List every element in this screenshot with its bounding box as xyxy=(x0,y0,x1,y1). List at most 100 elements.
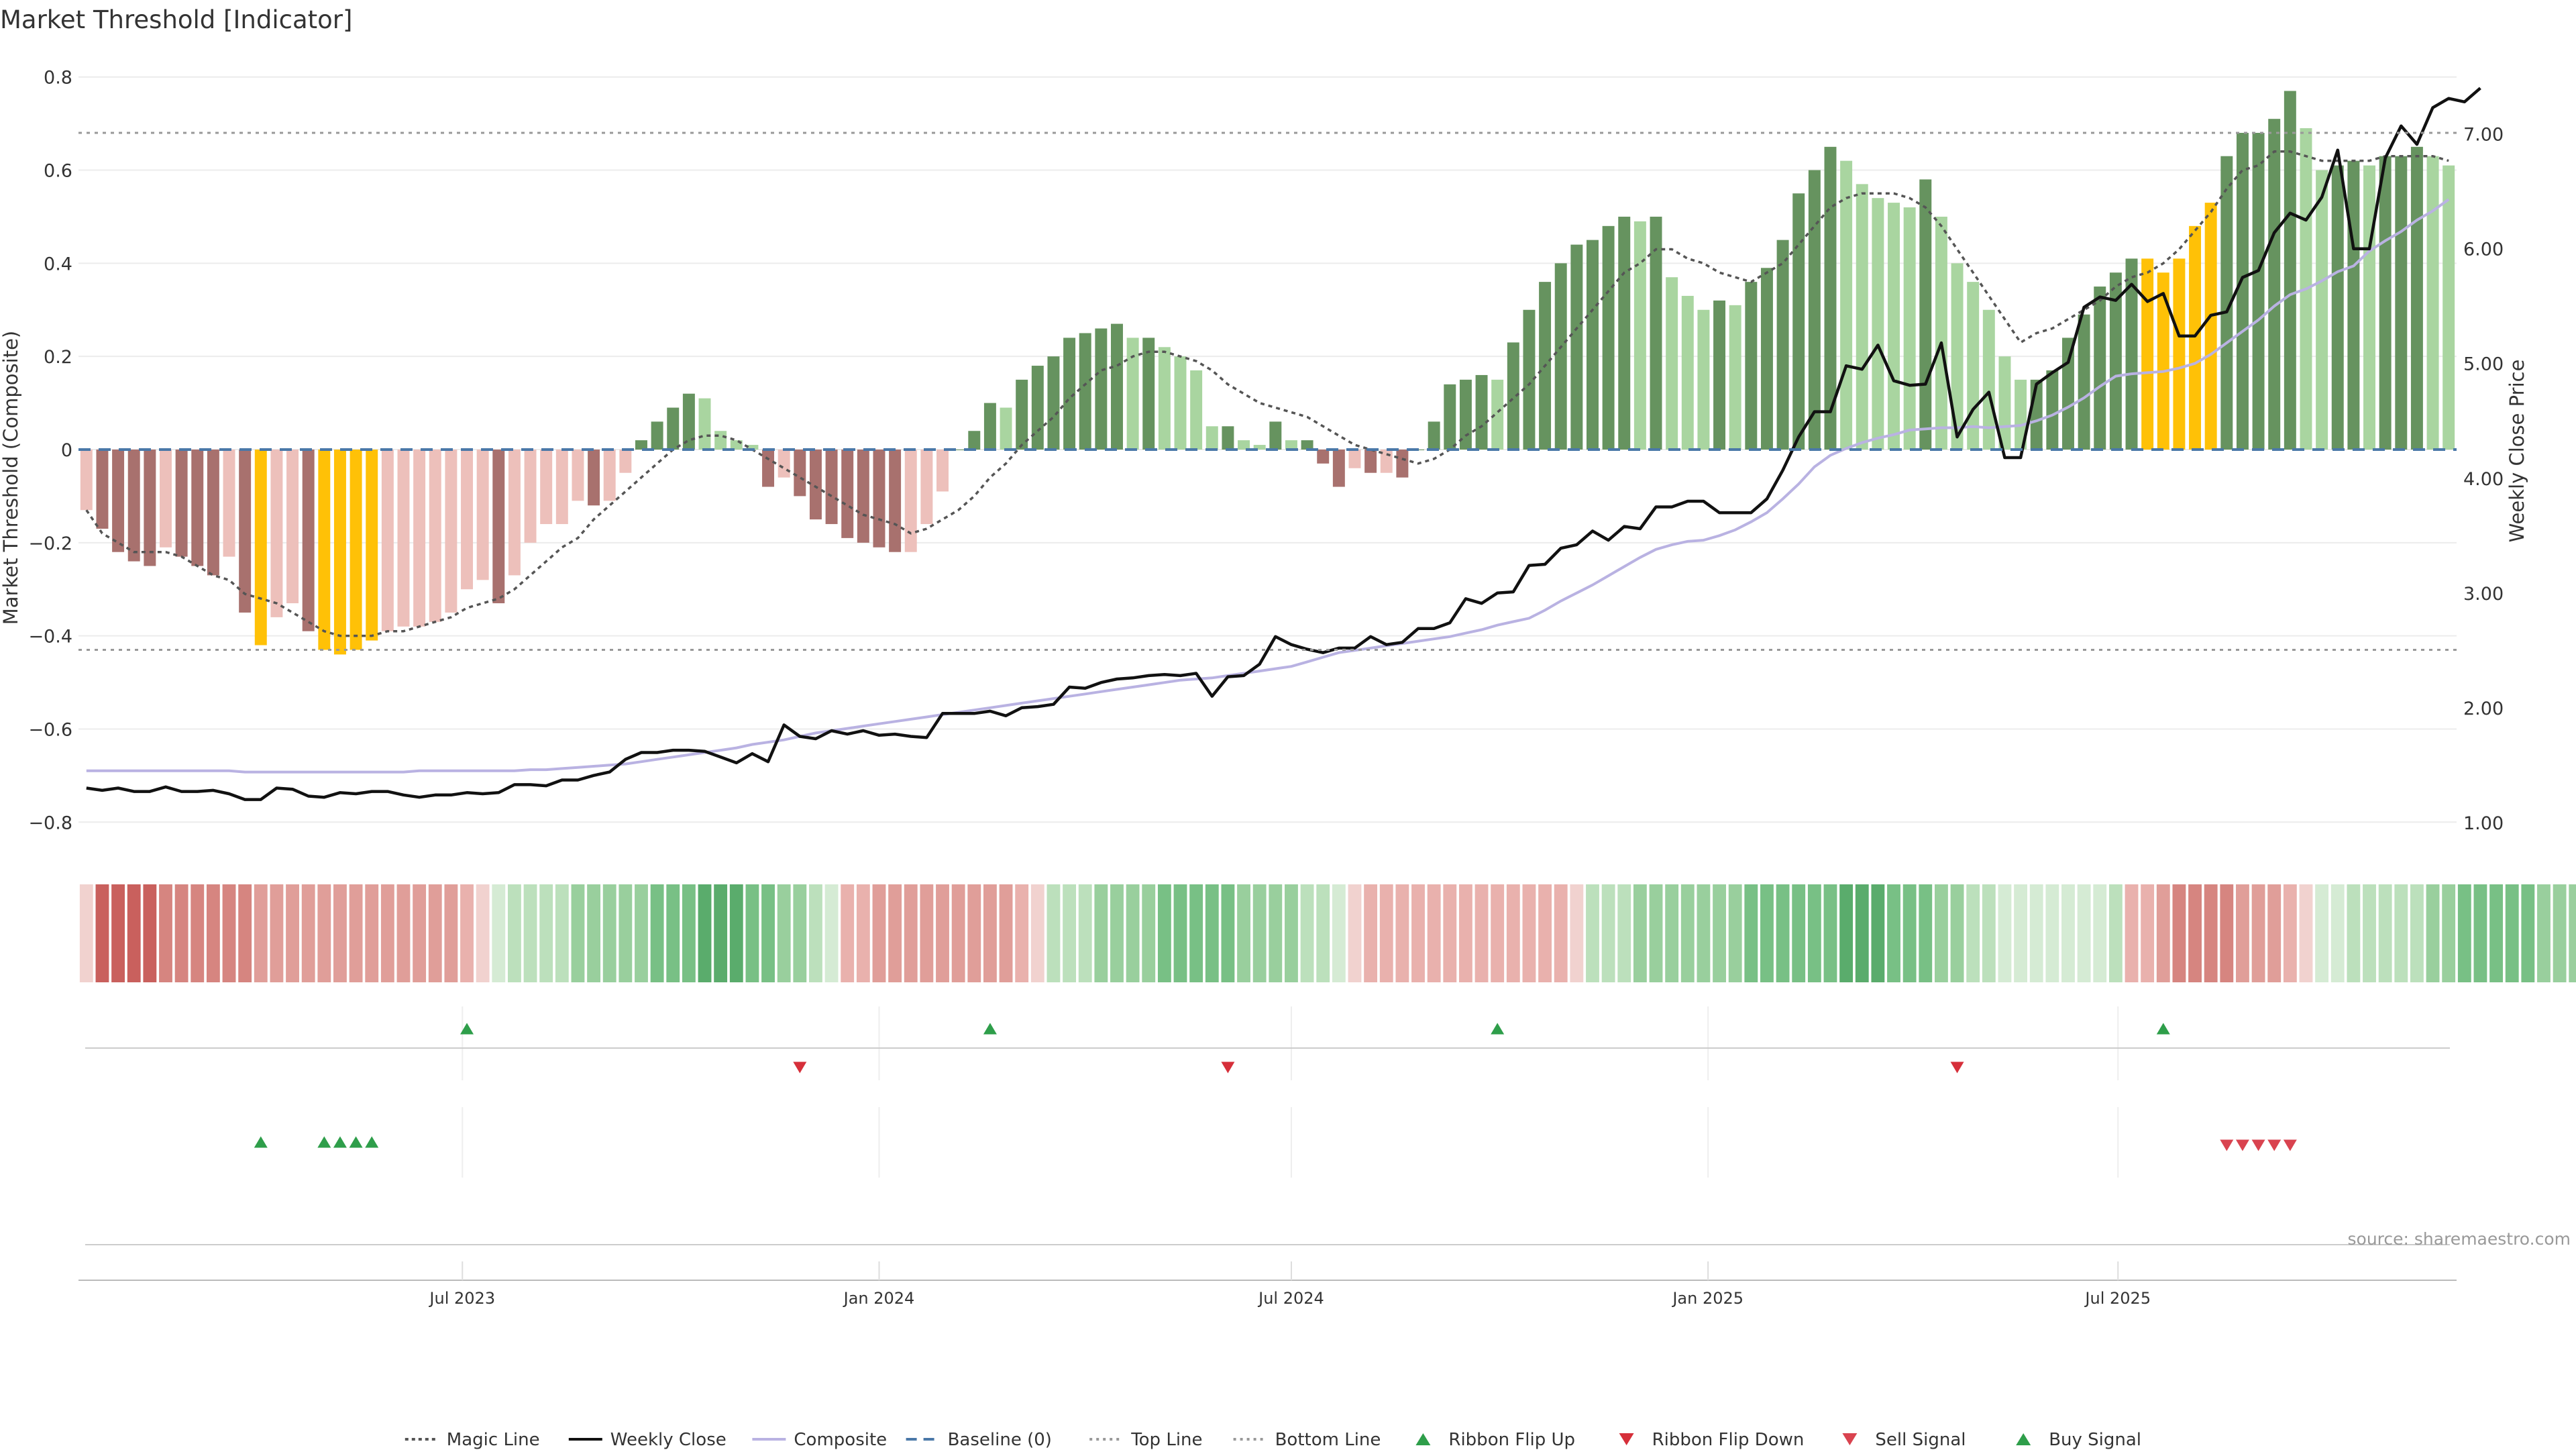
ribbon-cell xyxy=(587,884,601,982)
ribbon-cell xyxy=(1316,884,1330,982)
bar xyxy=(2426,156,2439,450)
ribbon-cell xyxy=(2553,884,2567,982)
ribbon-cell xyxy=(333,884,347,982)
bar xyxy=(476,450,489,580)
ribbon-cell xyxy=(1205,884,1219,982)
bar xyxy=(714,431,727,450)
bar xyxy=(2062,338,2074,450)
ribbon-cell xyxy=(650,884,664,982)
bar xyxy=(492,450,505,604)
ribbon-cell xyxy=(1142,884,1156,982)
ribbon-cell xyxy=(1157,884,1171,982)
bar xyxy=(2316,170,2328,450)
ribbon-cell xyxy=(254,884,268,982)
ribbon-cell xyxy=(2394,884,2408,982)
bar xyxy=(318,450,331,650)
ribbon-cell xyxy=(1665,884,1679,982)
legend-item: Buy Signal xyxy=(2016,1430,2141,1450)
bar xyxy=(1238,440,1250,450)
ribbon-cell xyxy=(2251,884,2265,982)
y-tick-label-left: 0.6 xyxy=(44,161,72,182)
ribbon-cell xyxy=(1728,884,1742,982)
bar-series xyxy=(80,91,2455,655)
x-tick-label: Jan 2024 xyxy=(843,1289,915,1308)
ribbon-cell xyxy=(666,884,680,982)
bar xyxy=(1903,207,1916,450)
ribbon-cell xyxy=(1871,884,1885,982)
ribbon-cell xyxy=(1586,884,1599,982)
bar xyxy=(1142,338,1155,450)
bar xyxy=(1126,338,1139,450)
ribbon-cell xyxy=(1269,884,1283,982)
y-tick-label-right: 7.00 xyxy=(2463,125,2504,146)
ribbon-cell xyxy=(841,884,855,982)
ribbon-cell xyxy=(2125,884,2139,982)
x-tick-label: Jan 2025 xyxy=(1671,1289,1743,1308)
ribbon-cell xyxy=(1998,884,2012,982)
bar xyxy=(1063,338,1076,450)
bar xyxy=(1776,240,1789,450)
bar xyxy=(2015,379,2027,450)
ribbon-cell xyxy=(2029,884,2043,982)
line-series xyxy=(85,87,2481,801)
bar xyxy=(302,450,315,631)
ribbon-cell xyxy=(523,884,537,982)
ribbon-cell xyxy=(1285,884,1298,982)
ribbon-cell xyxy=(2410,884,2424,982)
ribbon-cell xyxy=(301,884,315,982)
bar xyxy=(1982,309,1995,450)
ribbon-cell xyxy=(444,884,458,982)
bar xyxy=(983,403,996,450)
ribbon-cell xyxy=(349,884,363,982)
ribbon-cell xyxy=(1760,884,1774,982)
ribbon-cell xyxy=(1189,884,1203,982)
bar xyxy=(2094,287,2106,450)
ribbon-cell xyxy=(1395,884,1409,982)
ribbon-cell xyxy=(1443,884,1457,982)
magic-line xyxy=(85,150,2449,637)
ribbon-cell xyxy=(1506,884,1520,982)
ribbon-cell xyxy=(1744,884,1758,982)
ribbon-cell xyxy=(206,884,220,982)
ribbon-flip-up-marker xyxy=(983,1023,997,1035)
bar xyxy=(1348,450,1361,468)
ribbon-cell xyxy=(1982,884,1996,982)
legend-item: Ribbon Flip Down xyxy=(1619,1430,1804,1450)
ribbon-cell xyxy=(270,884,284,982)
ribbon-cell xyxy=(2363,884,2376,982)
bar xyxy=(1554,263,1567,450)
x-axis: Jul 2023 Jan 2024 Jul 2024 Jan 2025 Jul 2025 xyxy=(78,1261,2457,1308)
ribbon-cell xyxy=(95,884,109,982)
bar xyxy=(1729,305,1741,450)
ribbon-cell xyxy=(1300,884,1314,982)
bar xyxy=(191,450,204,566)
y-tick-label-right: 6.00 xyxy=(2463,240,2504,260)
ribbon-cell xyxy=(2188,884,2202,982)
ribbon-strip xyxy=(79,884,2576,982)
bar xyxy=(207,450,219,576)
legend-item: Baseline (0) xyxy=(906,1430,1052,1450)
source-note: source: sharemaestro.com xyxy=(2348,1229,2571,1249)
ribbon-cell xyxy=(571,884,585,982)
bar xyxy=(1428,421,1440,450)
bar xyxy=(857,450,869,543)
ribbon-cell xyxy=(191,884,205,982)
sell-signal-marker xyxy=(2220,1139,2234,1151)
legend-label: Ribbon Flip Up xyxy=(1448,1430,1575,1449)
bar xyxy=(1507,342,1519,450)
bar xyxy=(1840,160,1853,450)
bar xyxy=(1888,203,1900,450)
ribbon-cell xyxy=(1697,884,1711,982)
ribbon-cell xyxy=(729,884,743,982)
bar xyxy=(2220,156,2233,450)
ribbon-cell xyxy=(1015,884,1029,982)
legend: Magic Line Weekly Close Composite Baseline … xyxy=(405,1430,2141,1450)
bar xyxy=(1253,445,1266,450)
y-tick-label-left: −0.6 xyxy=(28,719,72,740)
ribbon-cell xyxy=(365,884,379,982)
ribbon-flip-up-marker xyxy=(2156,1023,2170,1035)
bar xyxy=(920,450,933,525)
bar xyxy=(1301,440,1313,450)
ribbon-cell xyxy=(1110,884,1124,982)
legend-item: Weekly Close xyxy=(568,1430,727,1450)
